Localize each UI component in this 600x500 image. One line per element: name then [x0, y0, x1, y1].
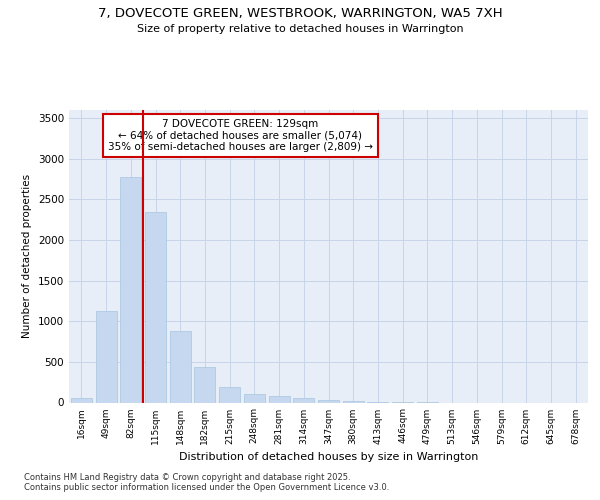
Text: Size of property relative to detached houses in Warrington: Size of property relative to detached ho… [137, 24, 463, 34]
Bar [244, 394, 265, 402]
Bar [269, 396, 290, 402]
Bar [145, 212, 166, 402]
Bar [194, 367, 215, 402]
Bar [293, 398, 314, 402]
Text: Contains public sector information licensed under the Open Government Licence v3: Contains public sector information licen… [24, 484, 389, 492]
Bar [120, 177, 141, 402]
Bar [219, 386, 240, 402]
Y-axis label: Number of detached properties: Number of detached properties [22, 174, 32, 338]
Bar [71, 398, 92, 402]
Bar [318, 400, 339, 402]
Bar [95, 310, 116, 402]
Text: 7, DOVECOTE GREEN, WESTBROOK, WARRINGTON, WA5 7XH: 7, DOVECOTE GREEN, WESTBROOK, WARRINGTON… [98, 8, 502, 20]
Bar [343, 401, 364, 402]
Bar [170, 331, 191, 402]
Text: Contains HM Land Registry data © Crown copyright and database right 2025.: Contains HM Land Registry data © Crown c… [24, 472, 350, 482]
Text: 7 DOVECOTE GREEN: 129sqm
← 64% of detached houses are smaller (5,074)
35% of sem: 7 DOVECOTE GREEN: 129sqm ← 64% of detach… [108, 119, 373, 152]
X-axis label: Distribution of detached houses by size in Warrington: Distribution of detached houses by size … [179, 452, 478, 462]
